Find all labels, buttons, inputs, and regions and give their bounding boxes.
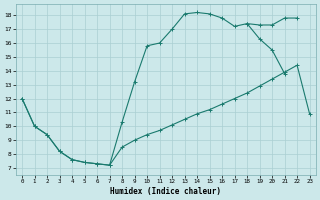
X-axis label: Humidex (Indice chaleur): Humidex (Indice chaleur) xyxy=(110,187,221,196)
